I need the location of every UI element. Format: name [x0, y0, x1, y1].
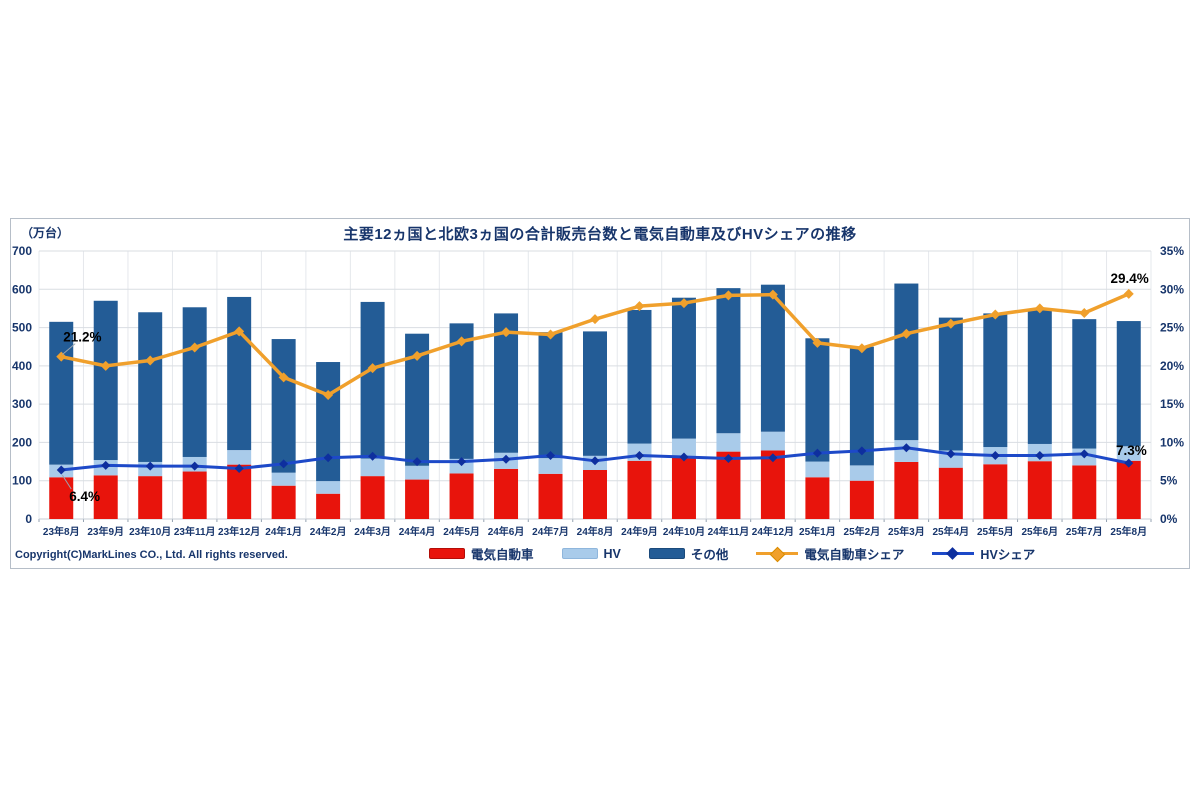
- svg-text:200: 200: [12, 435, 32, 449]
- svg-text:25年6月: 25年6月: [1021, 525, 1058, 538]
- svg-text:24年11月: 24年11月: [708, 525, 750, 538]
- svg-text:300: 300: [12, 397, 32, 411]
- svg-text:0: 0: [25, 512, 32, 526]
- svg-text:24年5月: 24年5月: [443, 525, 480, 538]
- svg-text:24年6月: 24年6月: [488, 525, 525, 538]
- svg-text:25年4月: 25年4月: [932, 525, 969, 538]
- svg-text:23年8月: 23年8月: [43, 525, 80, 538]
- svg-text:24年10月: 24年10月: [663, 525, 705, 538]
- svg-text:10%: 10%: [1160, 435, 1184, 449]
- legend-label-hv: HV: [603, 546, 621, 561]
- svg-text:700: 700: [12, 244, 32, 258]
- svg-text:600: 600: [12, 282, 32, 296]
- chart-title: 主要12ヵ国と北欧3ヵ国の合計販売台数と電気自動車及びHVシェアの推移: [343, 226, 857, 243]
- legend-label-ev: 電気自動車: [471, 548, 534, 562]
- svg-text:35%: 35%: [1160, 244, 1184, 258]
- annotation-29.4pct: 29.4%: [1110, 271, 1148, 286]
- svg-text:20%: 20%: [1160, 359, 1184, 373]
- svg-text:25年3月: 25年3月: [888, 525, 925, 538]
- svg-text:24年4月: 24年4月: [399, 525, 436, 538]
- svg-text:0%: 0%: [1160, 512, 1178, 526]
- hv-bar-swatch-icon: [561, 548, 598, 559]
- ev-bar-swatch-icon: [429, 548, 465, 559]
- svg-text:24年3月: 24年3月: [354, 525, 391, 538]
- svg-text:25%: 25%: [1160, 321, 1184, 335]
- left-axis-unit-label: （万台）: [21, 226, 70, 240]
- svg-text:23年11月: 23年11月: [174, 525, 216, 538]
- svg-text:23年12月: 23年12月: [218, 525, 260, 538]
- svg-text:400: 400: [12, 359, 32, 373]
- chart-figure: （万台） 主要12ヵ国と北欧3ヵ国の合計販売台数と電気自動車及びHVシェアの推移…: [10, 218, 1190, 569]
- legend-item-hv-share: HVシェア: [932, 544, 1035, 563]
- legend-item-other: その他: [648, 544, 729, 563]
- svg-text:24年7月: 24年7月: [532, 525, 569, 538]
- svg-text:15%: 15%: [1160, 397, 1184, 411]
- annotation-21.2pct: 21.2%: [63, 330, 101, 345]
- legend-label-other: その他: [690, 548, 729, 562]
- svg-text:24年2月: 24年2月: [310, 525, 347, 538]
- svg-text:100: 100: [12, 474, 32, 488]
- ev-share-line-swatch-icon: [756, 546, 799, 563]
- svg-text:25年8月: 25年8月: [1110, 525, 1147, 538]
- copyright-text: Copyright(C)MarkLines CO., Ltd. All righ…: [15, 549, 288, 561]
- svg-text:500: 500: [12, 321, 32, 335]
- legend-label-hv-share: HVシェア: [980, 548, 1036, 562]
- svg-text:5%: 5%: [1160, 474, 1178, 488]
- svg-text:30%: 30%: [1160, 282, 1184, 296]
- annotation-6.4pct: 6.4%: [69, 489, 100, 504]
- legend-item-ev-share: 電気自動車シェア: [756, 544, 904, 563]
- svg-text:25年2月: 25年2月: [844, 525, 881, 538]
- legend-item-ev: 電気自動車: [429, 544, 534, 563]
- annotation-7.3pct: 7.3%: [1116, 443, 1147, 458]
- svg-text:25年1月: 25年1月: [799, 525, 836, 538]
- chart-legend: 電気自動車 HV その他 電気自動車シェア HVシェア: [429, 544, 1035, 563]
- svg-text:24年8月: 24年8月: [577, 525, 614, 538]
- svg-text:25年5月: 25年5月: [977, 525, 1014, 538]
- hv-share-line-swatch-icon: [932, 546, 975, 560]
- svg-text:24年12月: 24年12月: [752, 525, 794, 538]
- svg-text:24年1月: 24年1月: [265, 525, 302, 538]
- chart-svg: 0 100 200 300 400 500 600 700 0% 5% 10% 15% 20% 25% 30…: [12, 244, 1184, 538]
- legend-label-ev-share: 電気自動車シェア: [804, 548, 905, 562]
- svg-text:23年10月: 23年10月: [129, 525, 171, 538]
- svg-text:24年9月: 24年9月: [621, 525, 658, 538]
- svg-text:23年9月: 23年9月: [87, 525, 124, 538]
- svg-text:25年7月: 25年7月: [1066, 525, 1103, 538]
- other-bar-swatch-icon: [648, 548, 685, 559]
- legend-item-hv: HV: [561, 546, 621, 561]
